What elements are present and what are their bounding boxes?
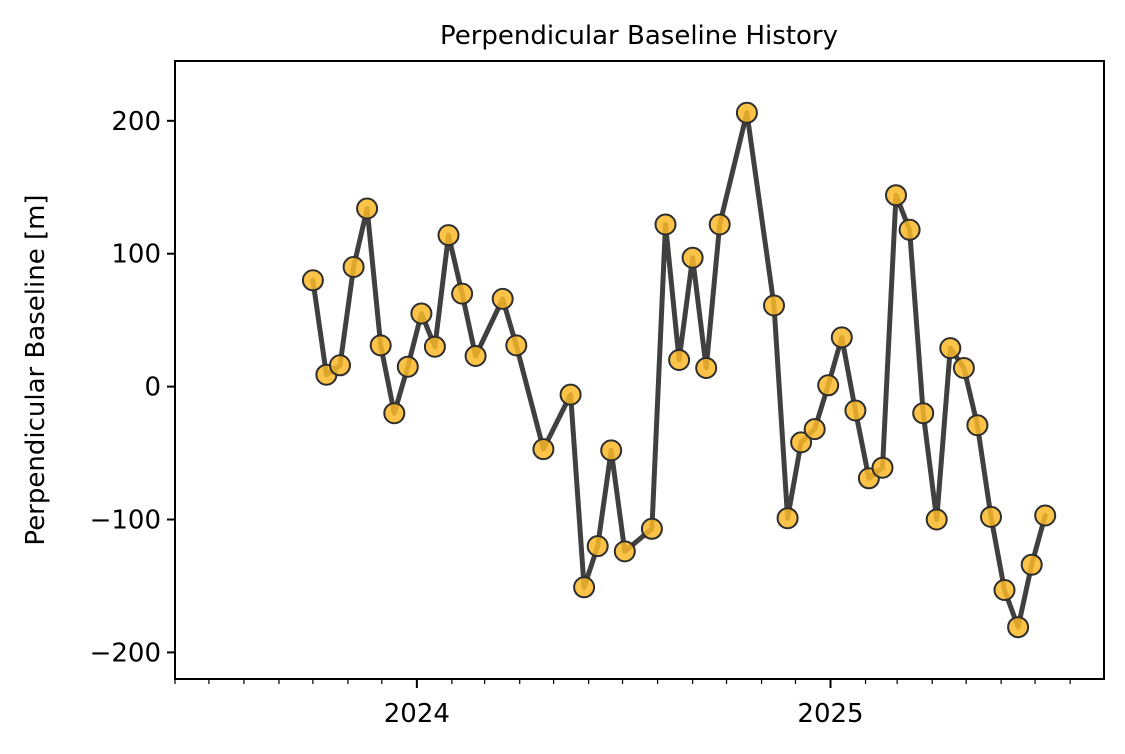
- data-point: [423, 335, 446, 358]
- data-point: [464, 345, 487, 367]
- data-point: [708, 213, 731, 236]
- data-point: [939, 337, 962, 360]
- series-layer: [301, 101, 1057, 639]
- data-point: [396, 355, 419, 378]
- data-point: [586, 535, 609, 558]
- plot-area-frame: [174, 60, 1105, 680]
- data-point: [776, 507, 799, 530]
- data-point: [505, 334, 528, 357]
- data-point: [329, 354, 351, 377]
- data-point: [912, 402, 935, 425]
- data-point: [925, 508, 948, 531]
- data-point: [830, 326, 853, 349]
- data-point: [763, 294, 785, 317]
- data-point: [573, 576, 596, 599]
- data-point: [844, 399, 867, 422]
- data-point: [695, 357, 718, 379]
- data-point: [817, 374, 840, 397]
- y-tick-label: 100: [111, 240, 161, 270]
- data-point: [410, 302, 433, 325]
- y-tick-label: 0: [144, 373, 161, 403]
- data-point: [437, 224, 460, 247]
- data-point: [980, 505, 1002, 528]
- data-point: [898, 218, 921, 241]
- data-point: [342, 256, 365, 278]
- data-point: [952, 357, 975, 379]
- data-point: [790, 431, 813, 454]
- data-point: [885, 184, 907, 207]
- y-tick-label: −100: [90, 506, 161, 536]
- y-tick-label: 200: [111, 107, 161, 137]
- data-point: [1007, 616, 1030, 639]
- data-point: [369, 334, 392, 357]
- data-point: [871, 456, 894, 479]
- axis-ticks: 200 100 0 −100 −200 2024 2025: [90, 107, 1071, 729]
- data-point: [613, 540, 636, 563]
- data-point: [735, 101, 758, 124]
- data-point: [681, 246, 704, 269]
- data-point: [559, 383, 582, 406]
- data-point: [640, 517, 663, 540]
- data-point: [356, 197, 379, 220]
- data-point: [668, 349, 691, 371]
- data-point: [966, 414, 989, 437]
- data-point: [491, 287, 514, 310]
- y-tick-label: −200: [90, 638, 161, 668]
- data-point: [654, 213, 677, 236]
- data-point: [383, 402, 406, 425]
- chart-title: Perpendicular Baseline History: [440, 21, 838, 51]
- data-point: [1020, 553, 1043, 576]
- data-point: [532, 438, 555, 461]
- data-point: [600, 439, 623, 462]
- data-point: [301, 269, 324, 292]
- data-point: [1034, 504, 1057, 527]
- x-tick-label: 2025: [797, 699, 863, 729]
- data-point: [803, 418, 826, 441]
- data-point: [993, 579, 1016, 601]
- data-point: [451, 282, 474, 305]
- x-tick-label: 2024: [384, 699, 450, 729]
- y-axis-label: Perpendicular Baseline [m]: [21, 194, 51, 545]
